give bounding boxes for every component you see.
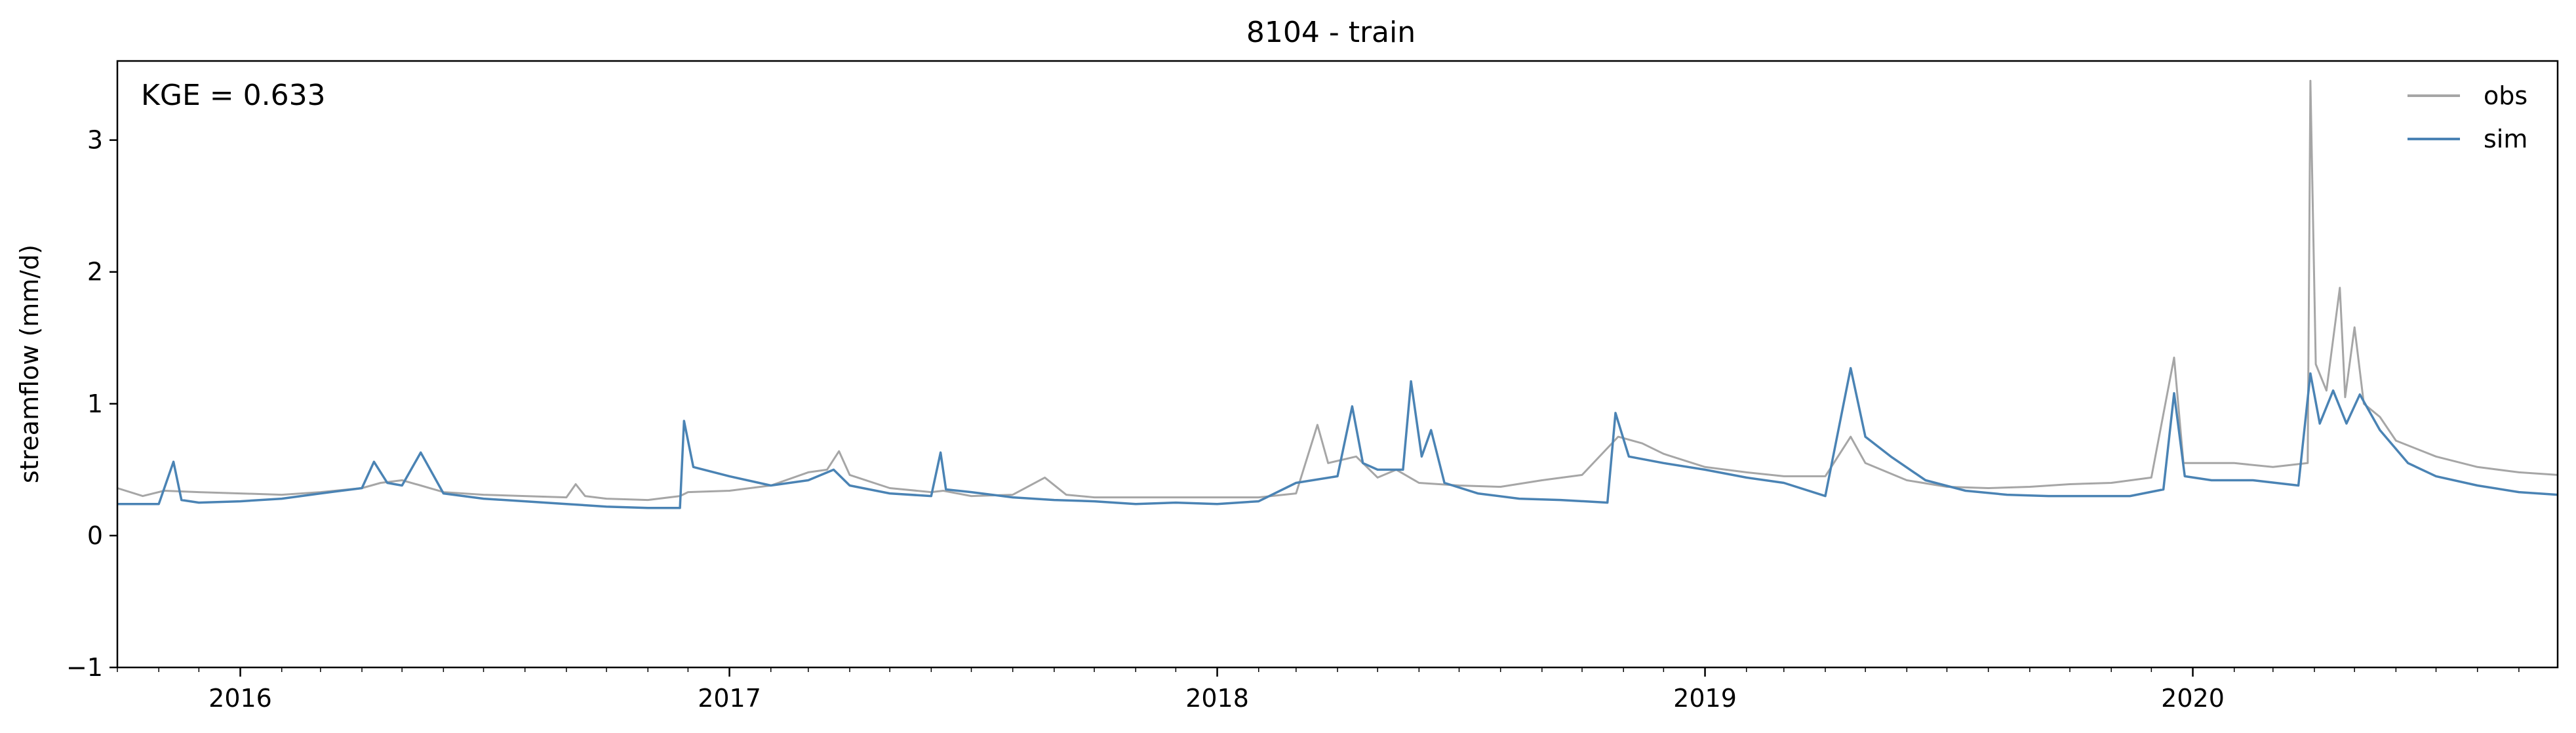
- chart-title: 8104 - train: [1246, 16, 1416, 49]
- x-tick-label: 2016: [208, 684, 272, 713]
- y-tick-label: 1: [87, 389, 103, 418]
- plot-area: [116, 60, 2559, 669]
- y-tick-label: 2: [87, 258, 103, 287]
- x-tick-label: 2018: [1185, 684, 1249, 713]
- y-axis-ticks: −1 0 1 2 3: [66, 126, 117, 682]
- legend: obs sim: [2408, 81, 2527, 153]
- x-tick-label: 2017: [698, 684, 761, 713]
- legend-sim-label: sim: [2484, 125, 2527, 153]
- y-tick-label: 0: [87, 521, 103, 550]
- series-line-obs: [117, 79, 2558, 502]
- x-tick-label: 2019: [1673, 684, 1737, 713]
- y-axis-label: streamflow (mm/d): [15, 245, 44, 483]
- series-line-sim: [117, 366, 2558, 509]
- plot-frame: [116, 60, 2559, 669]
- series-layer: [117, 79, 2558, 509]
- kge-annotation: KGE = 0.633: [141, 79, 326, 112]
- x-axis-ticks: 2016 2017 2018 2019 2020: [117, 667, 2520, 713]
- y-tick-label: −1: [66, 653, 103, 682]
- y-tick-label: 3: [87, 126, 103, 155]
- x-tick-label: 2020: [2161, 684, 2225, 713]
- legend-obs-label: obs: [2484, 81, 2527, 110]
